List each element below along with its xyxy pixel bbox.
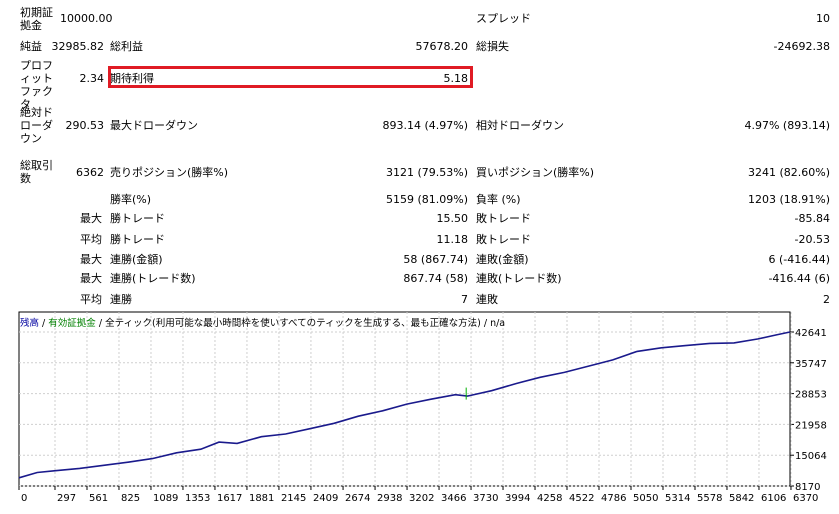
largest-loss-label: 敗トレード — [476, 212, 531, 225]
x-tick-label: 3466 — [441, 493, 466, 504]
loss-trades-value: 1203 (18.91%) — [747, 193, 830, 206]
x-tick-label: 1089 — [153, 493, 178, 504]
initial-deposit-value: 10000.00 — [60, 12, 113, 25]
y-tick-label: 28853 — [795, 390, 827, 401]
x-tick-label: 297 — [57, 493, 76, 504]
max-drawdown-value: 893.14 (4.97%) — [382, 119, 468, 132]
x-tick-label: 0 — [21, 493, 27, 504]
profit-factor-value: 2.34 — [79, 72, 105, 85]
max-consecutive-losses-label: 連敗(金額) — [476, 253, 529, 266]
expected-payoff-highlight — [108, 66, 473, 88]
x-tick-label: 1617 — [217, 493, 242, 504]
max-consecutive-money-losses-value: -416.44 (6) — [768, 272, 830, 285]
y-tick-label: 21958 — [795, 420, 827, 431]
total-trades-value: 6362 — [76, 166, 104, 179]
x-tick-label: 3202 — [409, 493, 434, 504]
max-consecutive-money-wins-label: 連勝(トレード数) — [110, 272, 196, 285]
legend-na: n/a — [490, 318, 506, 329]
avg-consecutive-losses-value: 2 — [823, 293, 830, 306]
x-tick-label: 4786 — [601, 493, 626, 504]
max-consecutive-losses-value: 6 (-416.44) — [768, 253, 830, 266]
total-trades-label: 総取引数 — [20, 159, 53, 185]
avg-consecutive-wins-value: 7 — [461, 293, 468, 306]
largest-prefix: 最大 — [80, 212, 102, 225]
profit-trades-label: 勝率(%) — [110, 193, 152, 206]
max-consecutive-money-wins-value: 867.74 (58) — [403, 272, 468, 285]
largest-profit-value: 15.50 — [436, 212, 469, 225]
x-tick-label: 6370 — [793, 493, 818, 504]
largest-loss-value: -85.84 — [794, 212, 830, 225]
average-profit-label: 勝トレード — [110, 233, 165, 246]
max-drawdown-label: 最大ドローダウン — [110, 119, 198, 132]
net-profit-value: 32985.82 — [51, 40, 105, 53]
rel-drawdown-value: 4.97% (893.14) — [744, 119, 830, 132]
average-loss-label: 敗トレード — [476, 233, 531, 246]
average-prefix: 平均 — [80, 233, 102, 246]
average-profit-value: 11.18 — [436, 233, 469, 246]
gross-loss-value: -24692.38 — [773, 40, 830, 53]
x-tick-label: 825 — [121, 493, 140, 504]
x-tick-label: 6106 — [761, 493, 786, 504]
max-consecutive-money-losses-label: 連敗(トレード数) — [476, 272, 562, 285]
x-tick-label: 561 — [89, 493, 108, 504]
y-tick-label: 8170 — [795, 482, 820, 493]
avg-consecutive-prefix: 平均 — [80, 293, 102, 306]
y-tick-label: 15064 — [795, 451, 827, 462]
short-positions-value: 3121 (79.53%) — [385, 166, 468, 179]
balance-chart: 42641 35747 28853 21958 15064 8170 0 297 561 825 1… — [18, 311, 827, 504]
net-profit-label: 純益 — [20, 40, 42, 53]
expected-payoff-label: 期待利得 — [110, 72, 154, 85]
x-tick-label: 5050 — [633, 493, 658, 504]
max-consecutive-wins-value: 58 (867.74) — [403, 253, 468, 266]
x-tick-label: 2145 — [281, 493, 306, 504]
gross-profit-label: 総利益 — [110, 40, 143, 53]
max-consecutive-money-prefix: 最大 — [80, 272, 102, 285]
average-loss-value: -20.53 — [794, 233, 830, 246]
x-tick-label: 1353 — [185, 493, 210, 504]
long-positions-label: 買いポジション(勝率%) — [476, 166, 595, 179]
x-tick-label: 5314 — [665, 493, 690, 504]
largest-profit-label: 勝トレード — [110, 212, 165, 225]
max-consecutive-wins-label: 連勝(金額) — [110, 253, 163, 266]
x-tick-label: 4258 — [537, 493, 562, 504]
x-tick-label: 5842 — [729, 493, 754, 504]
max-consecutive-prefix: 最大 — [80, 253, 102, 266]
spread-value: 10 — [816, 12, 830, 25]
chart-legend: 残高 / 有効証拠金 / 全ティック(利用可能な最小時間枠を使いすべてのティック… — [20, 318, 506, 329]
gross-profit-value: 57678.20 — [415, 40, 469, 53]
y-tick-label: 42641 — [795, 328, 827, 339]
balance-line — [18, 331, 791, 479]
legend-model: 全ティック(利用可能な最小時間枠を使いすべてのティックを生成する、最も正確な方法… — [105, 318, 481, 329]
profit-factor-label: プロフィットファクタ — [20, 59, 53, 111]
abs-drawdown-label: 絶対ドローダウン — [20, 106, 53, 145]
spread-label: スプレッド — [476, 12, 531, 25]
long-positions-value: 3241 (82.60%) — [747, 166, 830, 179]
x-tick-label: 1881 — [249, 493, 274, 504]
rel-drawdown-label: 相対ドローダウン — [476, 119, 564, 132]
gross-loss-label: 総損失 — [476, 40, 509, 53]
x-tick-label: 3730 — [473, 493, 498, 504]
avg-consecutive-wins-label: 連勝 — [110, 293, 132, 306]
x-tick-label: 2409 — [313, 493, 338, 504]
x-tick-label: 4522 — [569, 493, 594, 504]
profit-trades-value: 5159 (81.09%) — [385, 193, 468, 206]
expected-payoff-value: 5.18 — [443, 72, 469, 85]
legend-equity: 有効証拠金 — [48, 318, 96, 329]
x-tick-label: 5578 — [697, 493, 722, 504]
x-tick-label: 2674 — [345, 493, 370, 504]
abs-drawdown-value: 290.53 — [65, 119, 105, 132]
x-tick-label: 3994 — [505, 493, 530, 504]
legend-balance: 残高 — [20, 318, 40, 329]
loss-trades-label: 負率 (%) — [476, 193, 521, 206]
y-tick-label: 35747 — [795, 359, 827, 370]
chart-frame — [18, 311, 791, 487]
x-tick-label: 2938 — [377, 493, 402, 504]
avg-consecutive-losses-label: 連敗 — [476, 293, 498, 306]
initial-deposit-label: 初期証 拠金 — [20, 6, 53, 32]
short-positions-label: 売りポジション(勝率%) — [110, 166, 229, 179]
